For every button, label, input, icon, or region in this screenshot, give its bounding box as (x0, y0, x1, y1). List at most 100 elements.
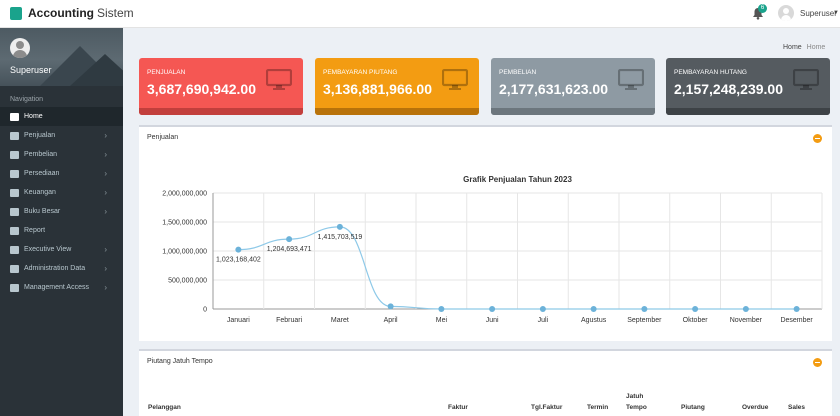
x-tick-label: Mei (436, 317, 448, 324)
data-point (641, 306, 648, 312)
sidebar-item-home[interactable]: Home (0, 107, 123, 126)
user-avatar[interactable] (778, 5, 794, 21)
data-point (590, 306, 597, 312)
sidebar-item-management-access[interactable]: Management Access › (0, 278, 123, 297)
chevron-right-icon: › (104, 150, 107, 159)
stat-card-label: PEMBELIAN (499, 69, 537, 76)
sidebar-item-buku-besar[interactable]: Buku Besar › (0, 202, 123, 221)
monitor-icon (793, 69, 819, 90)
col-faktur[interactable]: Faktur (448, 404, 468, 411)
data-point (489, 306, 496, 312)
collapse-icon[interactable] (813, 134, 822, 143)
stat-card-value: 3,136,881,966.00 (323, 81, 432, 97)
sidebar-item-report[interactable]: Report (0, 221, 123, 240)
y-tick-label: 500,000,000 (168, 278, 207, 285)
col-sales[interactable]: Sales (788, 404, 805, 411)
brand-title-light: Sistem (97, 6, 134, 20)
sidebar-item-label: Pembelian (24, 151, 58, 158)
sales-panel-title: Penjualan (147, 134, 179, 141)
sidebar-item-keuangan[interactable]: Keuangan › (0, 183, 123, 202)
x-tick-label: Desember (780, 317, 813, 324)
x-tick-label: Februari (276, 317, 303, 324)
collapse-icon[interactable] (813, 358, 822, 367)
sales-chart: Grafik Penjualan Tahun 2023 0 500,000,000 1… (162, 175, 823, 324)
data-point (336, 223, 343, 230)
sidebar-item-label: Home (24, 113, 43, 120)
monitor-icon (266, 69, 292, 90)
sales-panel: Penjualan Grafik Penjualan Tahun 2023 0 50… (139, 125, 832, 341)
data-point (692, 306, 699, 312)
data-label: 1,204,693,471 (267, 246, 312, 253)
stat-card-value: 2,157,248,239.00 (674, 81, 783, 97)
data-label: 1,023,168,402 (216, 257, 261, 264)
col-tempo[interactable]: Tempo (626, 404, 647, 411)
caret-down-icon[interactable]: ▼ (833, 10, 839, 16)
chevron-right-icon: › (104, 188, 107, 197)
sidebar-item-executive-view[interactable]: Executive View › (0, 240, 123, 259)
sidebar-item-penjualan[interactable]: Penjualan › (0, 126, 123, 145)
stat-card-label: PEMBAYARAN HUTANG (674, 69, 747, 76)
notification-badge: 6 (758, 4, 767, 13)
cogs-icon (10, 283, 19, 292)
data-label: 1,415,703,519 (317, 234, 362, 241)
bar-chart-icon (10, 245, 19, 254)
y-tick-label: 1,000,000,000 (162, 249, 207, 256)
col-overdue[interactable]: Overdue (742, 404, 769, 411)
chevron-right-icon: › (104, 169, 107, 178)
stat-card-pembelian[interactable]: PEMBELIAN 2,177,631,623.00 (491, 58, 655, 115)
sidebar-item-label: Administration Data (24, 265, 86, 272)
data-point (286, 236, 293, 243)
receivable-panel-title: Piutang Jatuh Tempo (147, 358, 213, 365)
sidebar-item-label: Penjualan (24, 132, 56, 139)
chart-title: Grafik Penjualan Tahun 2023 (463, 175, 572, 184)
chevron-right-icon: › (104, 264, 107, 273)
stat-card-value: 3,687,690,942.00 (147, 81, 256, 97)
profile-avatar (10, 38, 30, 58)
cart-icon (10, 150, 19, 159)
data-point (438, 306, 445, 312)
y-tick-label: 1,500,000,000 (162, 220, 207, 227)
monitor-icon (618, 69, 644, 90)
x-tick-label: Oktober (683, 317, 709, 324)
stat-card-penjualan[interactable]: PENJUALAN 3,687,690,942.00 (139, 58, 303, 115)
stat-card-footer (491, 108, 655, 115)
col-piutang[interactable]: Piutang (681, 404, 705, 411)
stat-card-footer (315, 108, 479, 115)
sidebar-item-label: Management Access (24, 284, 89, 291)
x-tick-label: April (384, 317, 398, 324)
data-point (387, 303, 394, 310)
user-menu-name[interactable]: Superuser (800, 9, 837, 18)
list-icon (10, 264, 19, 273)
sidebar-item-label: Report (24, 227, 46, 234)
chevron-right-icon: › (104, 245, 107, 254)
breadcrumb-home[interactable]: Home (783, 44, 802, 51)
y-tick-label: 0 (203, 307, 207, 314)
truck-icon (10, 169, 19, 178)
data-point (742, 306, 749, 312)
app-brand[interactable]: Accounting Sistem (10, 6, 134, 20)
sidebar-profile: Superuser (0, 28, 123, 86)
col-termin[interactable]: Termin (587, 404, 609, 411)
print-icon (10, 226, 19, 235)
col-tgl-faktur[interactable]: Tgl.Faktur (531, 404, 563, 411)
stat-card-pembayaran-hutang[interactable]: PEMBAYARAN HUTANG 2,157,248,239.00 (666, 58, 830, 115)
home-icon (10, 112, 19, 121)
data-point (793, 306, 800, 312)
chevron-right-icon: › (104, 283, 107, 292)
sidebar-item-pembelian[interactable]: Pembelian › (0, 145, 123, 164)
sidebar-menu: Home Penjualan › Pembelian › Persediaan › Keuan… (0, 107, 123, 297)
col-jatuh[interactable]: Jatuh (626, 393, 644, 400)
data-point (235, 246, 242, 253)
breadcrumb-current: Home (806, 44, 826, 51)
sidebar-item-persediaan[interactable]: Persediaan › (0, 164, 123, 183)
sidebar-item-label: Persediaan (24, 170, 60, 177)
sidebar-item-administration-data[interactable]: Administration Data › (0, 259, 123, 278)
logo-icon (10, 6, 22, 20)
stat-card-pembayaran-piutang[interactable]: PEMBAYARAN PIUTANG 3,136,881,966.00 (315, 58, 479, 115)
cart-icon (10, 131, 19, 140)
col-pelanggan[interactable]: Pelanggan (148, 404, 181, 411)
x-tick-label: Juni (486, 317, 499, 324)
stat-card-label: PENJUALAN (147, 69, 186, 76)
stat-card-footer (139, 108, 303, 115)
receivable-panel: Piutang Jatuh Tempo Pelanggan Faktur Tgl… (139, 349, 832, 416)
